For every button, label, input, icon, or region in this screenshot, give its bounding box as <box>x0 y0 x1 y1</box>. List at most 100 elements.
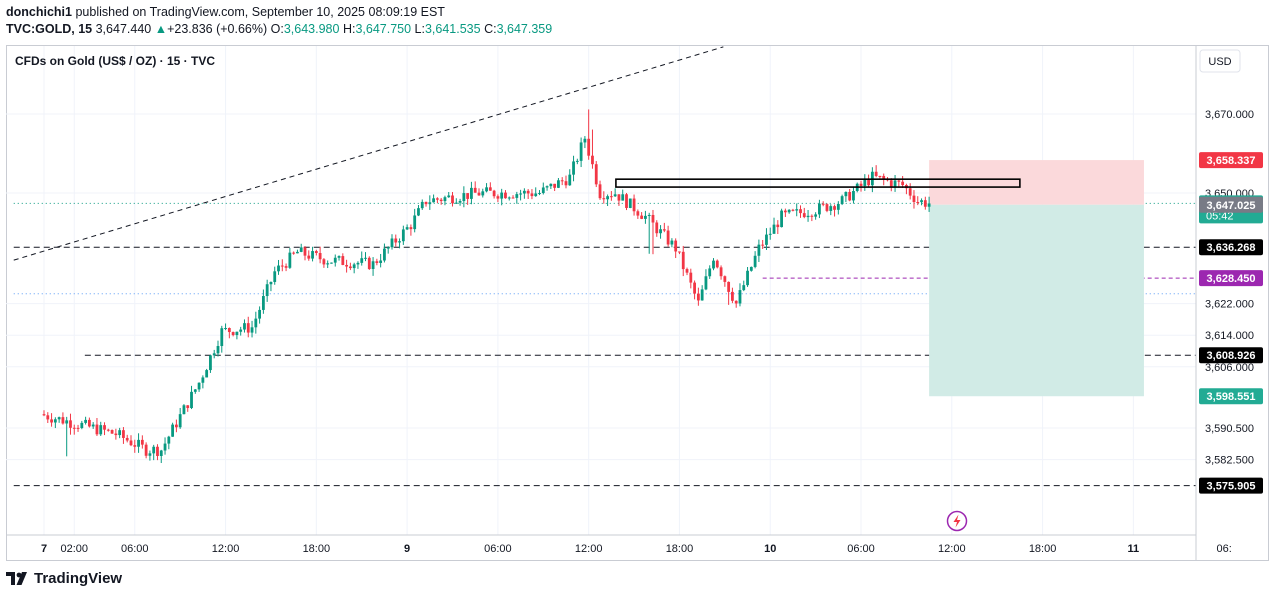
price-tag <box>1199 347 1263 364</box>
price-tag-text: 3,575.905 <box>1207 481 1256 493</box>
candle-body <box>156 446 159 456</box>
candle-body <box>700 289 704 301</box>
candle-body <box>802 213 806 218</box>
candle-body <box>462 193 466 202</box>
candle-body <box>874 171 878 176</box>
price-tag-text: 3,647.025 <box>1207 200 1256 212</box>
candle-body <box>473 187 477 193</box>
candle-body <box>825 204 829 211</box>
candle-body <box>844 191 848 197</box>
candle-body <box>178 414 182 428</box>
trend-line[interactable] <box>13 46 724 261</box>
candle-body <box>632 198 636 212</box>
x-tick-label: 18:00 <box>303 543 331 555</box>
candle-body <box>477 192 481 196</box>
candle-body <box>277 265 280 272</box>
rectangle-drawing[interactable] <box>615 178 1021 188</box>
candle-body <box>371 261 375 270</box>
candle-body <box>791 209 795 211</box>
candle-body <box>689 272 693 283</box>
candle-body <box>897 180 901 182</box>
candle-body <box>99 425 103 435</box>
candle-body <box>201 377 205 383</box>
candle-body <box>481 191 485 196</box>
candle-body <box>889 180 893 187</box>
candle-body <box>564 181 568 186</box>
candle-body <box>42 414 46 416</box>
drawings[interactable] <box>13 46 1021 261</box>
candle-body <box>840 196 844 205</box>
chart-header: donchichi1 published on TradingView.com,… <box>6 4 552 38</box>
candle-body <box>383 248 386 261</box>
candle-body <box>575 160 579 162</box>
candle-body <box>231 332 235 336</box>
candle-body <box>696 293 700 301</box>
candle-body <box>50 419 53 423</box>
candle-body <box>352 264 356 269</box>
candle-body <box>53 419 57 423</box>
x-tick-label: 02:00 <box>60 543 88 555</box>
candle-body <box>341 256 345 265</box>
candle-body <box>261 296 265 310</box>
candle-body <box>549 183 553 187</box>
candle-body <box>299 247 303 252</box>
candle-body <box>500 192 504 199</box>
candle-body <box>360 258 364 263</box>
candle-body <box>254 318 258 328</box>
candle-body <box>579 142 583 161</box>
candle-body <box>356 262 360 265</box>
publish-info: donchichi1 published on TradingView.com,… <box>6 4 552 21</box>
candle-body <box>470 187 473 199</box>
candle-body <box>806 215 810 218</box>
candle-body <box>723 276 727 282</box>
lightning-icon[interactable] <box>946 510 968 532</box>
candle-body <box>114 433 118 436</box>
candle-body <box>640 215 644 219</box>
candle-body <box>182 405 186 415</box>
publisher-name[interactable]: donchichi1 <box>6 5 72 19</box>
candle-body <box>91 424 95 427</box>
candle-body <box>250 327 254 333</box>
candle-body <box>572 161 575 175</box>
price-tag <box>1199 196 1263 213</box>
candle-body <box>742 285 746 291</box>
candle-body <box>628 198 632 208</box>
candle-body <box>330 262 333 264</box>
candle-body <box>644 215 647 219</box>
candle-body <box>65 420 69 424</box>
candle-body <box>765 234 768 245</box>
candle-body <box>103 425 106 430</box>
candle-body <box>829 206 833 211</box>
candle-body <box>322 259 326 265</box>
candle-body <box>882 175 886 180</box>
candle-body <box>492 190 496 197</box>
x-tick-label: 06:00 <box>121 543 149 555</box>
candle-body <box>137 439 140 447</box>
low-value: 3,641.535 <box>424 22 481 36</box>
candle-body <box>333 257 337 263</box>
candle-body <box>780 210 783 228</box>
price-tag-text: 3,628.450 <box>1207 273 1256 285</box>
candle-body <box>636 211 640 216</box>
candle-body <box>534 193 538 197</box>
candle-body <box>738 290 742 304</box>
candle-body <box>386 247 390 249</box>
candle-body <box>454 202 458 204</box>
x-tick-label: 06:00 <box>847 543 875 555</box>
close-value: 3,647.359 <box>496 22 553 36</box>
candle-body <box>375 261 379 263</box>
position-tool[interactable] <box>929 160 1144 397</box>
candle-body <box>235 331 239 336</box>
price-tag <box>1199 388 1263 405</box>
currency-label[interactable]: USD <box>1208 56 1231 68</box>
candle-body <box>810 215 814 217</box>
candle-body <box>504 192 507 199</box>
candle-body <box>530 193 534 197</box>
candle-body <box>708 268 712 277</box>
candle-body <box>61 417 65 424</box>
high-label: H: <box>342 22 356 36</box>
candle-body <box>314 251 318 254</box>
candle-body <box>519 193 522 195</box>
candles <box>42 109 931 464</box>
